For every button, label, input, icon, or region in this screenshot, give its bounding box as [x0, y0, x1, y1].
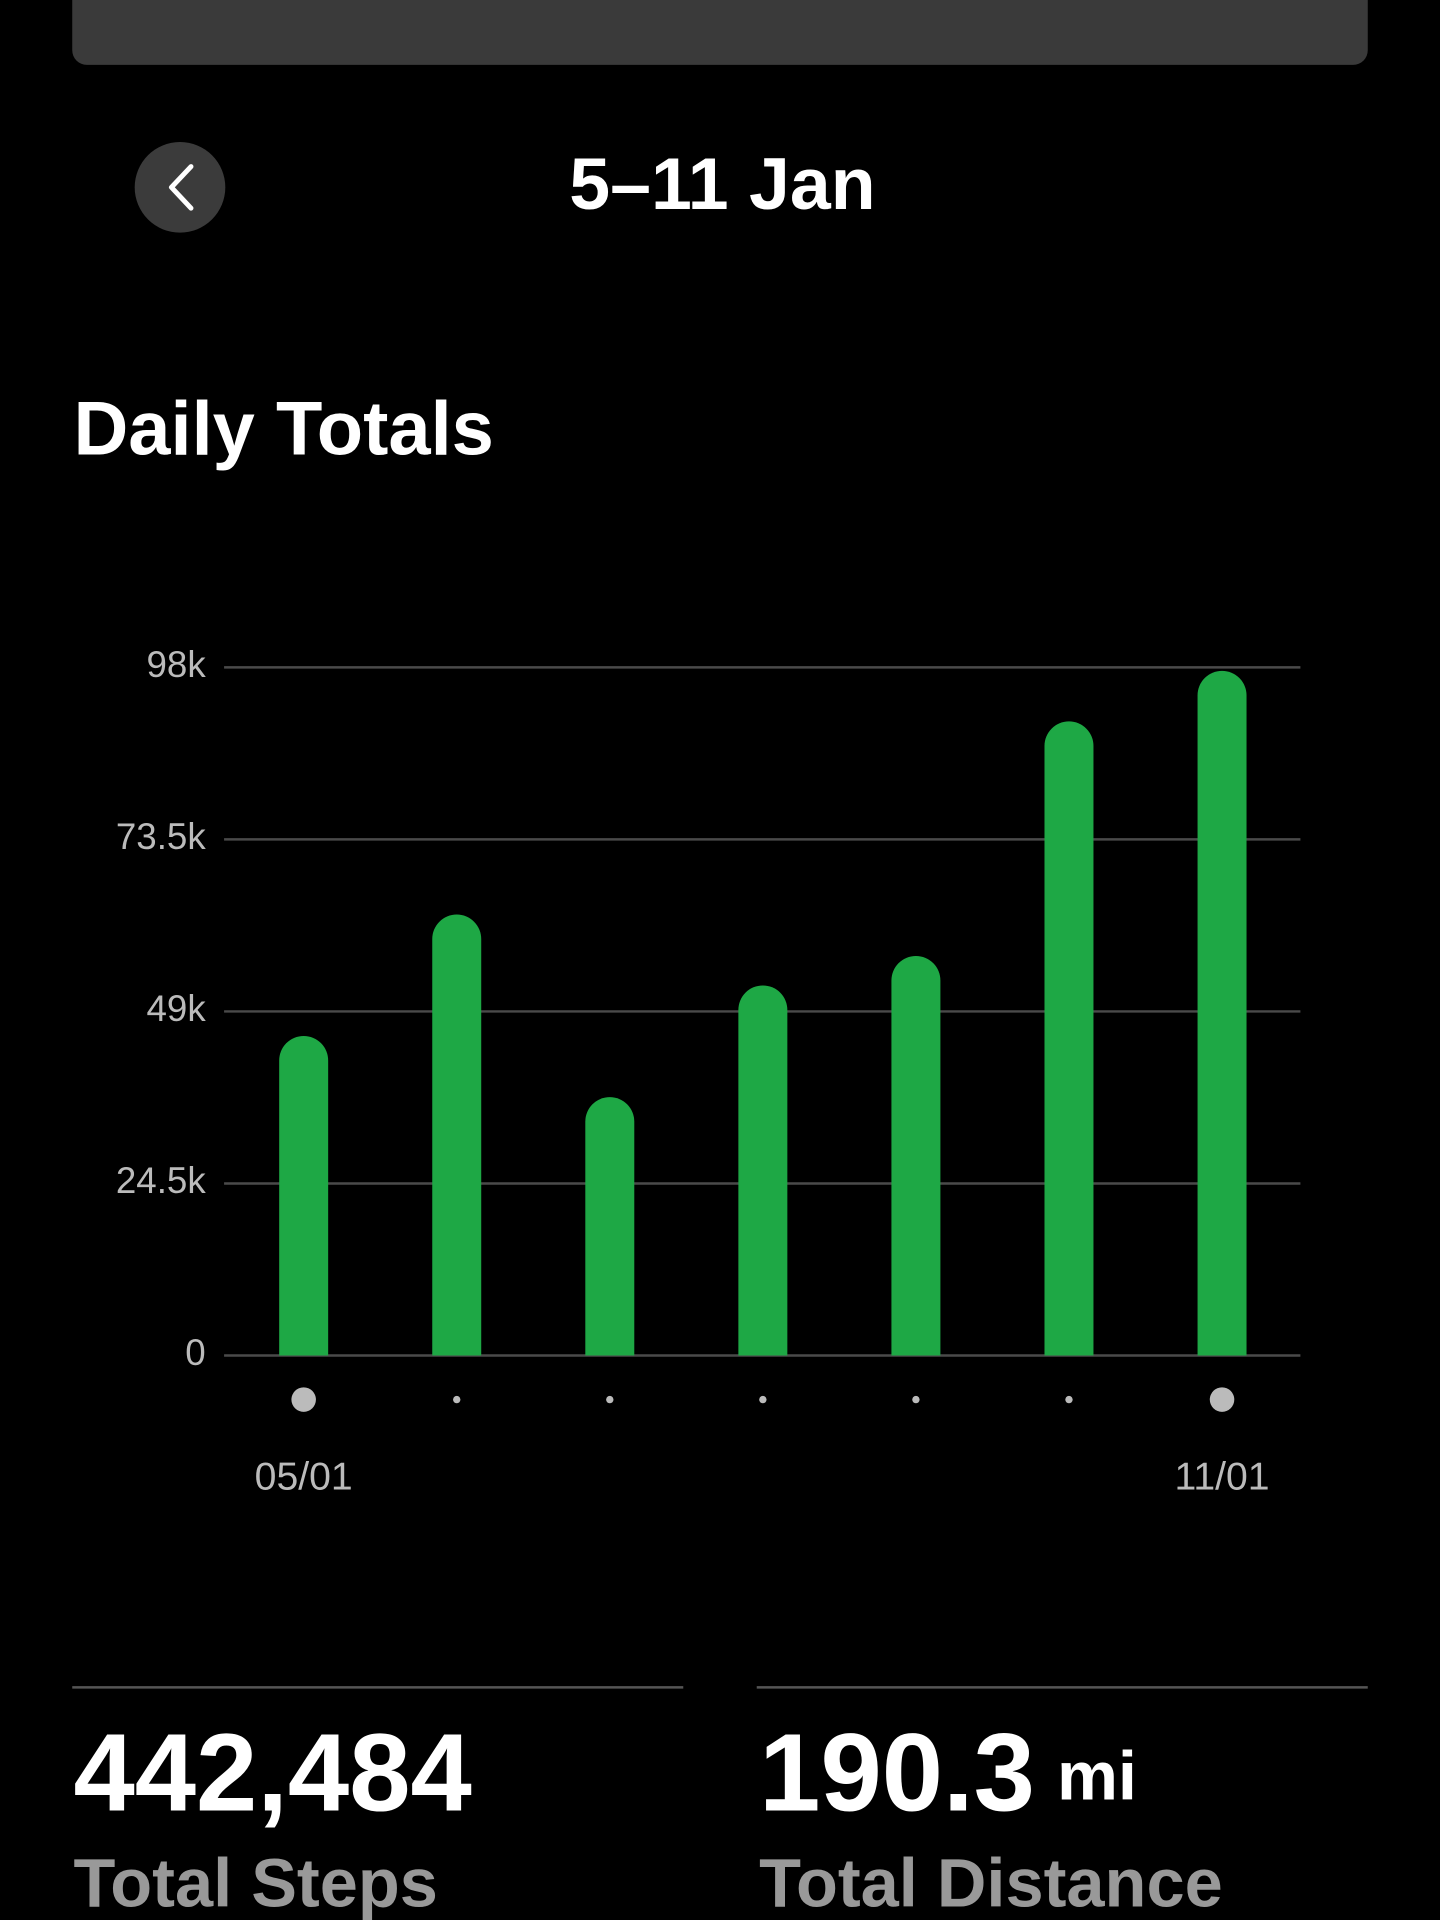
stat-unit: mi [1057, 1738, 1137, 1815]
stat-value: 442,484 [73, 1712, 471, 1835]
bar [585, 1097, 635, 1356]
stat-label: Total Steps [73, 1844, 437, 1920]
x-tick-label: 11/01 [1174, 1456, 1269, 1499]
x-tick-dot [453, 1395, 461, 1404]
back-button[interactable] [134, 142, 226, 233]
y-tick-label: 73.5k [116, 816, 206, 857]
back-button-bg[interactable] [134, 142, 226, 233]
top-panel [72, 0, 1368, 65]
y-tick-label: 49k [147, 988, 207, 1029]
bar [1044, 721, 1094, 1356]
x-tick-dot [606, 1395, 614, 1404]
bar [738, 985, 788, 1356]
bar [1197, 670, 1247, 1356]
x-tick-dot [1065, 1395, 1073, 1404]
bar [891, 955, 941, 1356]
bar [432, 914, 482, 1356]
chart-title: Daily Totals [73, 387, 493, 472]
x-tick-dot [1209, 1387, 1235, 1412]
header-title: 5–11 Jan [569, 142, 875, 225]
bar [279, 1036, 329, 1356]
stat-number: 190.3 [759, 1712, 1035, 1835]
stat-value: 190.3 mi [759, 1712, 1137, 1835]
chart: 0 24.5k 49k 73.5k 98k 05/01 11/01 [116, 644, 1301, 1499]
x-tick-dot [759, 1395, 767, 1404]
y-tick-label: 0 [185, 1332, 205, 1373]
stat-label: Total Distance [759, 1844, 1223, 1920]
x-tick-label: 05/01 [255, 1456, 353, 1499]
back-chevron[interactable] [168, 164, 194, 211]
x-tick-dot [291, 1387, 316, 1412]
x-tick-dot [912, 1395, 920, 1404]
y-tick-label: 98k [147, 644, 207, 685]
y-tick-label: 24.5k [116, 1160, 206, 1201]
